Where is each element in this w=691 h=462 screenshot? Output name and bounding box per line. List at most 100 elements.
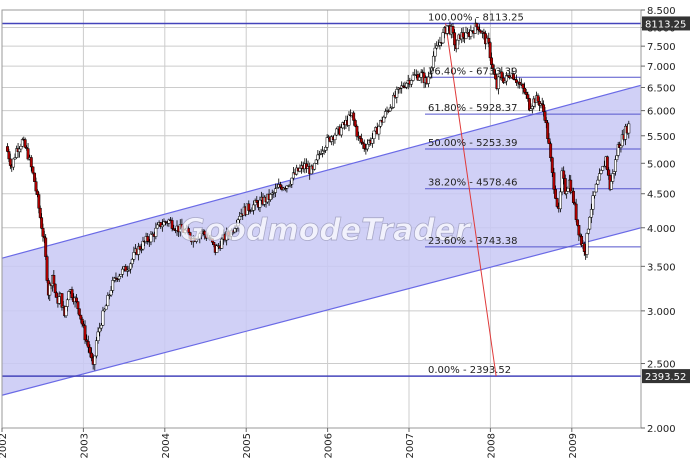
candle-down: [70, 289, 74, 298]
candle-down: [37, 194, 41, 209]
candle-down: [23, 139, 27, 148]
candle-up: [390, 107, 394, 109]
candle-down: [605, 156, 609, 171]
candle-up: [285, 185, 289, 189]
candle-down: [124, 266, 128, 272]
candle-down: [362, 143, 366, 149]
candle-down: [40, 217, 44, 229]
y-tick-label: 8.500: [647, 6, 676, 17]
y-tick-label: 5.000: [647, 159, 676, 170]
candle-up: [428, 72, 432, 78]
candle-up: [258, 199, 262, 208]
candle-up: [316, 154, 320, 161]
fib-level-label: 50.00% - 5253.39: [428, 138, 517, 149]
candle-up: [530, 106, 534, 109]
candle-up: [560, 170, 564, 193]
candle-up: [405, 83, 409, 88]
candle-up: [230, 230, 234, 237]
candle-up: [611, 173, 615, 182]
candle-up: [585, 233, 589, 255]
candle-up: [199, 231, 203, 235]
candle-down: [577, 225, 581, 236]
candle-down: [536, 95, 540, 102]
candle-up: [566, 188, 570, 192]
y-tick-label: 4.500: [647, 190, 676, 201]
candle-down: [523, 87, 527, 93]
candle-down: [562, 170, 566, 179]
candle-down: [543, 111, 547, 121]
candle-down: [164, 221, 168, 223]
x-tick-label: 2003: [79, 433, 90, 458]
candle-up: [601, 166, 605, 171]
candle-up: [430, 67, 434, 74]
fib-trend-line: [445, 23, 497, 377]
candle-down: [86, 341, 90, 348]
candle-down: [38, 207, 42, 218]
candle-up: [270, 192, 274, 195]
candle-up: [366, 143, 369, 150]
candle-up: [233, 228, 237, 233]
x-tick-label: 2005: [242, 433, 253, 458]
y-tick-label: 4.000: [647, 224, 676, 235]
fib-level-label: 23.60% - 3743.38: [428, 236, 517, 247]
candle-down: [359, 138, 363, 143]
watermark: GoodmodeTrader: [180, 213, 472, 248]
candle-down: [401, 85, 405, 88]
candle-down: [461, 32, 465, 38]
y-tick-label: 6.000: [647, 107, 676, 118]
candle-down: [353, 120, 357, 127]
candle-up: [388, 107, 392, 112]
candle-up: [409, 80, 413, 85]
price-candles: [6, 18, 631, 371]
candle-down: [352, 112, 356, 121]
candle-up: [215, 245, 219, 253]
candle-up: [612, 171, 616, 174]
candle-down: [85, 339, 89, 342]
candle-up: [196, 238, 200, 240]
candle-down: [358, 136, 362, 139]
candle-down: [582, 243, 586, 252]
candle-down: [487, 37, 491, 43]
candle-up: [288, 184, 292, 186]
candle-up: [347, 114, 351, 126]
candle-down: [41, 228, 45, 237]
candle-up: [65, 299, 69, 307]
candle-down: [33, 172, 37, 182]
candle-down: [515, 79, 518, 83]
candle-up: [130, 259, 134, 265]
candle-up: [101, 310, 105, 326]
candle-up: [377, 126, 381, 135]
candle-up: [274, 188, 277, 193]
candle-down: [453, 32, 457, 46]
candle-up: [117, 275, 121, 280]
fib-level-label: 0.00% - 2393.52: [428, 365, 511, 376]
candle-down: [521, 83, 525, 89]
candle-up: [13, 157, 17, 160]
candle-up: [441, 32, 445, 44]
candle-up: [287, 185, 290, 187]
candle-up: [127, 268, 131, 271]
candle-up: [94, 340, 98, 357]
candle-down: [278, 184, 282, 188]
candle-up: [497, 76, 500, 89]
candle-up: [195, 239, 198, 242]
candle-down: [172, 228, 176, 231]
candle-up: [615, 155, 619, 160]
candle-down: [247, 203, 251, 211]
candle-down: [451, 26, 455, 33]
candle-down: [29, 157, 33, 168]
candle-up: [438, 42, 442, 46]
price-tag-label: 8113.25: [645, 19, 686, 30]
candle-up: [57, 296, 61, 304]
candle-up: [275, 187, 279, 189]
candle-up: [109, 290, 113, 296]
candle-down: [55, 292, 58, 298]
candle-up: [335, 128, 339, 136]
candle-down: [76, 301, 80, 310]
candle-down: [607, 169, 611, 176]
candle-up: [111, 280, 115, 291]
candle-up: [269, 194, 273, 200]
fib-level-label: 76.40% - 6733.39: [428, 66, 517, 77]
candle-up: [379, 120, 382, 127]
candle-down: [60, 293, 64, 308]
